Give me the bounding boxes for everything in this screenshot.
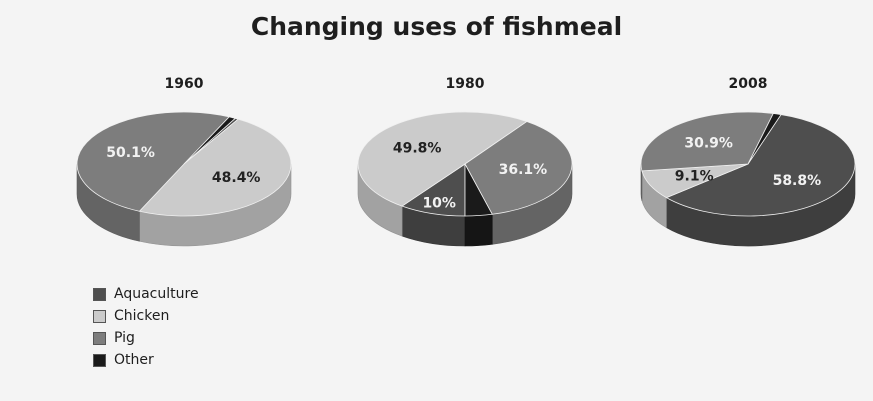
pie-1980-side-other (464, 213, 493, 247)
pie-1960-slice-pig (76, 111, 230, 212)
legend-swatch-chicken (93, 309, 106, 323)
pie-1980-slice-pig (464, 121, 573, 215)
legend-label-other: Other (114, 352, 154, 368)
pie-2008-slice-aquaculture (665, 114, 856, 217)
pie-title-2008: 2008 (729, 76, 768, 92)
legend-label-pig: Pig (114, 330, 135, 346)
pie-title-1960: 1960 (165, 76, 204, 92)
pie-2008-label-pig: 30.9% (684, 136, 733, 152)
pie-1980-slice-other (464, 163, 493, 217)
pie-1960-slice-other (183, 116, 237, 165)
chart-title: Changing uses of fishmeal (250, 12, 623, 41)
legend-swatch-pig (93, 331, 106, 345)
pie-2008-slice-pig (640, 111, 774, 172)
pie-1980-label-pig: 36.1% (499, 162, 548, 178)
pie-2008-slice-other (747, 113, 782, 165)
legend-item-aquaculture: Aquaculture (93, 283, 199, 305)
pie-1980-label-chicken: 49.8% (393, 140, 442, 156)
pie-1980: 10% 49.8% 36.1% (357, 111, 573, 247)
legend-item-chicken: Chicken (93, 305, 199, 327)
legend-swatch-other (93, 353, 106, 367)
pie-2008-label-aquaculture: 58.8% (773, 173, 822, 189)
pie-1960-label-pig: 50.1% (106, 145, 155, 161)
pie-1980-label-aquaculture: 10% (422, 196, 456, 212)
legend-item-other: Other (93, 349, 199, 371)
legend-label-chicken: Chicken (114, 308, 170, 324)
pie-1960: 48.4% 50.1% (76, 111, 292, 247)
legend-swatch-aquaculture (93, 287, 106, 301)
legend-item-pig: Pig (93, 327, 199, 349)
pie-1960-label-chicken: 48.4% (212, 170, 261, 186)
pie-1960-slice-chicken (138, 118, 292, 217)
pie-2008: 58.8% 9.1% 30.9% (640, 111, 856, 247)
pie-title-1980: 1980 (446, 76, 485, 92)
legend: Aquaculture Chicken Pig Other (93, 283, 199, 371)
legend-label-aquaculture: Aquaculture (114, 286, 199, 302)
pie-1980-slice-chicken (357, 111, 528, 207)
pie-2008-label-chicken: 9.1% (675, 169, 714, 185)
